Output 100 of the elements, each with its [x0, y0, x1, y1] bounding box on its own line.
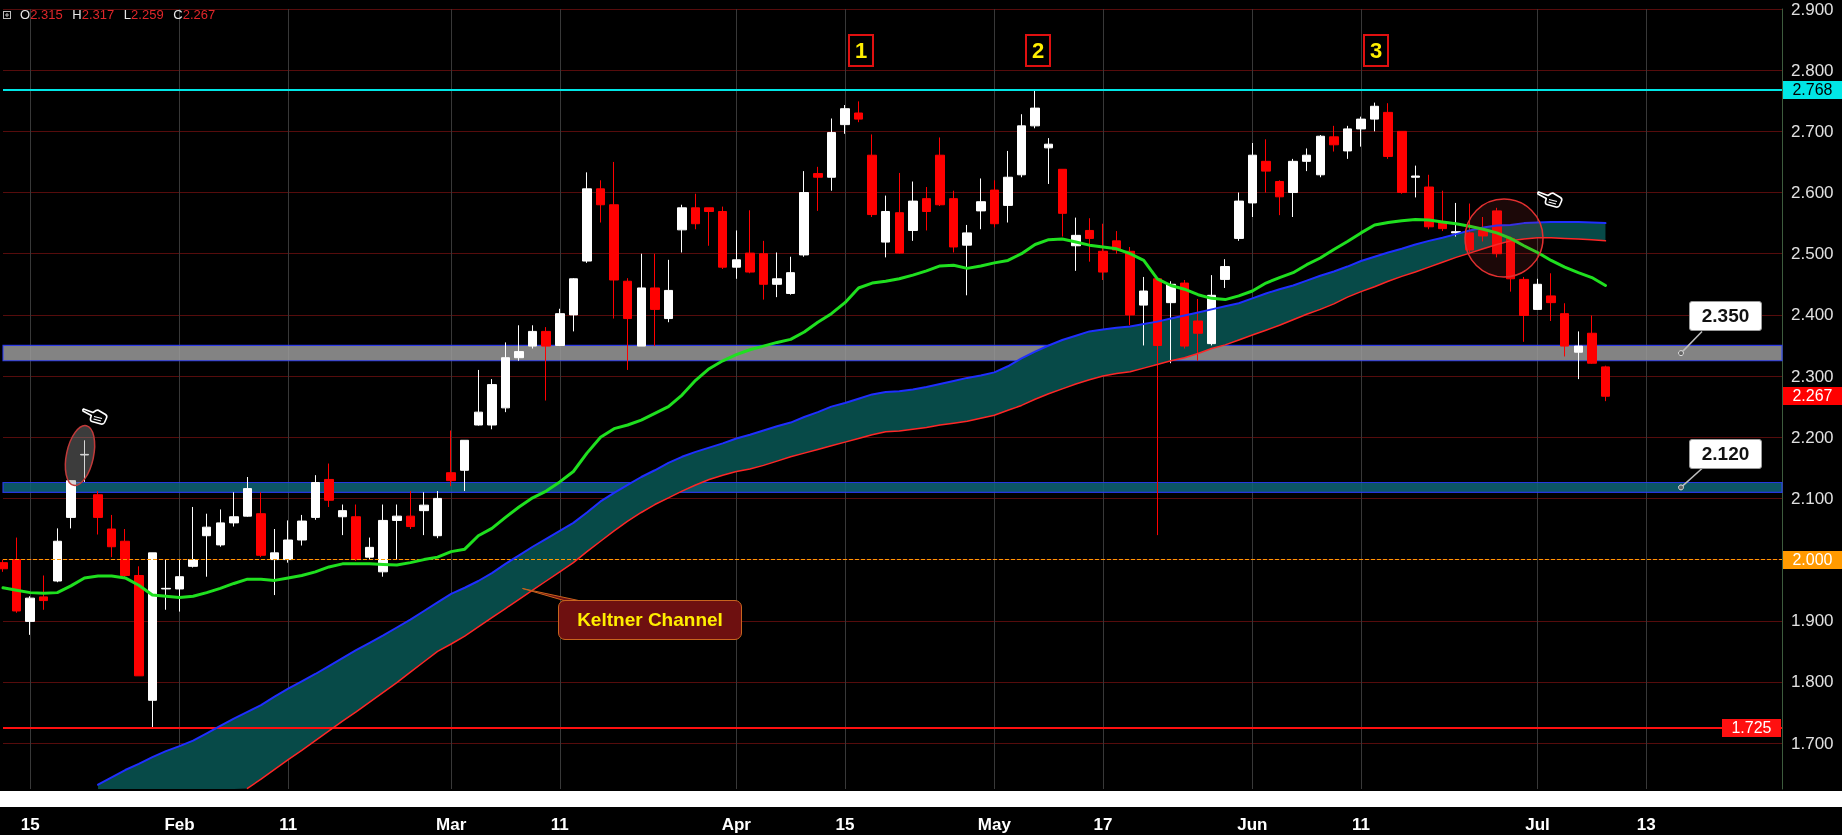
candlestick	[786, 256, 795, 296]
candlestick	[406, 490, 415, 530]
candlestick	[962, 224, 972, 296]
y-tick-label: 1.900	[1791, 611, 1834, 631]
candlestick	[935, 136, 945, 207]
candlestick	[66, 479, 76, 529]
x-tick-label: 13	[1636, 815, 1656, 834]
candlestick	[1044, 137, 1053, 185]
candlestick	[270, 528, 279, 596]
candlestick	[813, 166, 823, 212]
band-label: 2.120	[1689, 438, 1762, 469]
candlestick	[854, 100, 863, 123]
candlestick	[351, 504, 361, 562]
candlestick	[1316, 134, 1325, 178]
candlestick	[25, 595, 35, 636]
candlestick	[664, 259, 673, 323]
line-series	[1, 217, 1607, 600]
candlestick	[378, 504, 388, 578]
candlestick	[1343, 125, 1352, 160]
candlestick	[1370, 102, 1379, 132]
candlestick	[256, 491, 266, 558]
candlestick	[1411, 165, 1420, 198]
candlestick	[976, 177, 986, 230]
candlestick	[908, 181, 918, 242]
candlestick	[1017, 113, 1026, 178]
candlestick	[1506, 236, 1515, 293]
candlestick	[623, 277, 632, 371]
annotation: 2	[1025, 34, 1051, 67]
band-label: 2.350	[1689, 301, 1762, 332]
candlestick	[895, 172, 904, 255]
candlestick	[1329, 125, 1339, 153]
candlestick	[487, 378, 497, 430]
candlestick	[216, 508, 225, 548]
candlestick	[1451, 202, 1461, 238]
candlestick	[1139, 276, 1148, 346]
x-tick-label: Jun	[1237, 815, 1268, 834]
candlestick	[596, 179, 605, 224]
candlestick	[53, 527, 62, 583]
candlestick	[1261, 138, 1271, 194]
candlestick	[582, 171, 592, 264]
candlestick	[718, 206, 727, 270]
y-tick-label: 2.100	[1791, 488, 1834, 508]
candlestick	[311, 474, 320, 521]
candlestick	[1465, 203, 1474, 253]
candlestick	[161, 559, 171, 611]
candlestick	[1587, 314, 1597, 365]
candlestick	[867, 133, 877, 218]
candlestick	[691, 193, 700, 230]
candlestick	[433, 490, 442, 539]
candlestick	[881, 195, 890, 258]
candlestick	[229, 491, 239, 528]
candlestick	[202, 513, 211, 578]
candlestick	[12, 537, 21, 614]
y-tick-label: 2.600	[1791, 183, 1834, 203]
x-tick-label: Mar	[436, 815, 467, 834]
candlestick	[1546, 272, 1556, 322]
y-tick-label: 2.300	[1791, 366, 1834, 386]
ref-line-label: 1.725	[1722, 718, 1781, 737]
candlestick	[1288, 158, 1298, 218]
text: Keltner Channel	[558, 600, 742, 640]
candlestick	[528, 324, 537, 350]
candlestick	[1180, 279, 1189, 350]
candlestick	[704, 207, 714, 247]
candlestick	[1533, 278, 1542, 311]
candlestick	[474, 369, 483, 427]
candlestick	[1220, 258, 1230, 289]
candlestick	[1397, 130, 1407, 195]
candlestick	[39, 574, 48, 611]
annotation: 3	[1363, 34, 1389, 67]
candlestick	[1275, 179, 1284, 216]
candlestick	[1085, 217, 1094, 263]
candlestick	[745, 209, 755, 274]
y-tick-label: 2.700	[1791, 121, 1834, 141]
candlestick	[283, 519, 293, 564]
candlestick	[297, 514, 307, 547]
text: 2.267	[1783, 387, 1842, 405]
annotation: 1	[848, 34, 874, 67]
x-tick-label: 15	[20, 815, 40, 834]
candlestick	[93, 490, 103, 536]
candlestick	[243, 476, 252, 518]
y-tick-label: 1.700	[1791, 733, 1834, 753]
candlestick	[188, 506, 198, 569]
candlestick	[677, 204, 687, 253]
candlestick	[1030, 89, 1040, 129]
candlestick	[1003, 150, 1013, 224]
x-tick-label: 11	[550, 815, 569, 834]
candlestick	[80, 439, 89, 483]
candlestick	[1560, 302, 1569, 357]
candlestick	[1153, 277, 1162, 536]
candlestick	[1302, 147, 1311, 172]
candlestick	[446, 430, 456, 487]
candlestick	[175, 559, 184, 613]
candlestick	[514, 324, 524, 362]
candlestick	[0, 559, 8, 573]
candlestick	[1248, 142, 1257, 218]
candlestick	[1058, 168, 1067, 238]
candlestick	[134, 565, 144, 677]
y-tick-label: 2.200	[1791, 427, 1834, 447]
candlestick	[1383, 102, 1393, 160]
candlestick	[1356, 116, 1366, 148]
